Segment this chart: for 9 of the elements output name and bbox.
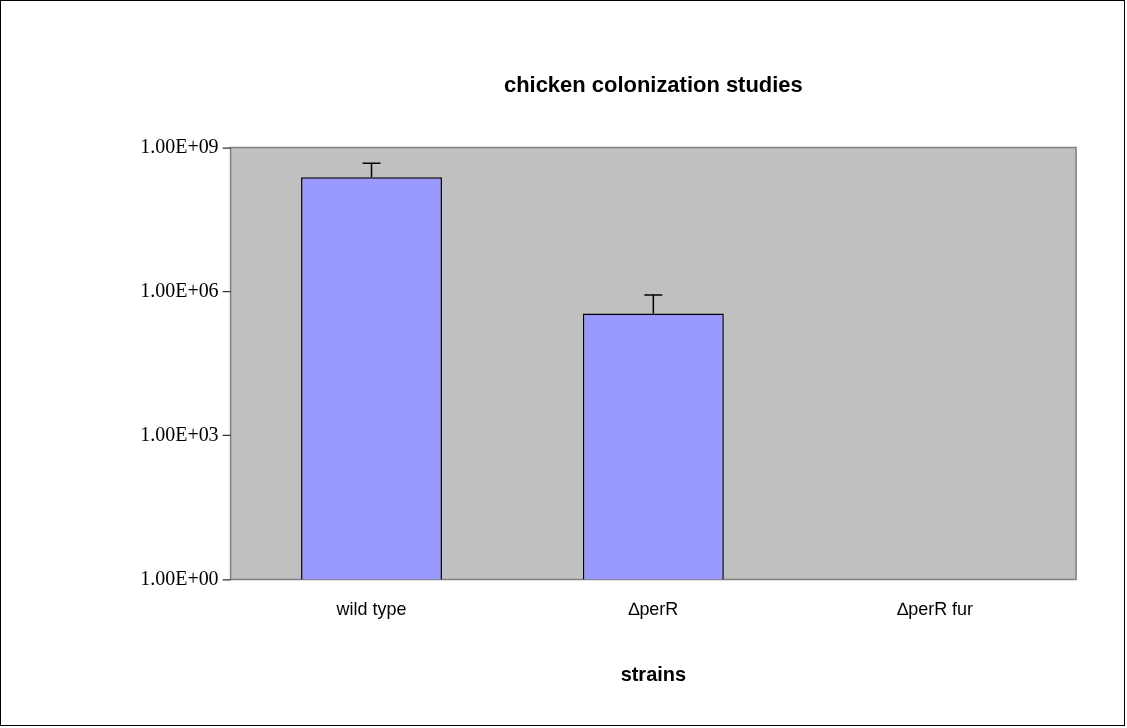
y-tick-label: 1.00E+09 <box>140 134 219 157</box>
x-tick-label: ∆perR <box>628 599 679 620</box>
x-tick-label: wild type <box>335 599 407 620</box>
chart-title: chicken colonization studies <box>503 71 803 97</box>
y-tick-label: 1.00E+00 <box>140 566 219 589</box>
y-tick-label: 1.00E+06 <box>140 278 219 301</box>
x-tick-label: ∆perR fur <box>897 599 974 620</box>
y-tick-label: 1.00E+03 <box>140 422 219 445</box>
x-axis-title: strains <box>620 662 687 685</box>
